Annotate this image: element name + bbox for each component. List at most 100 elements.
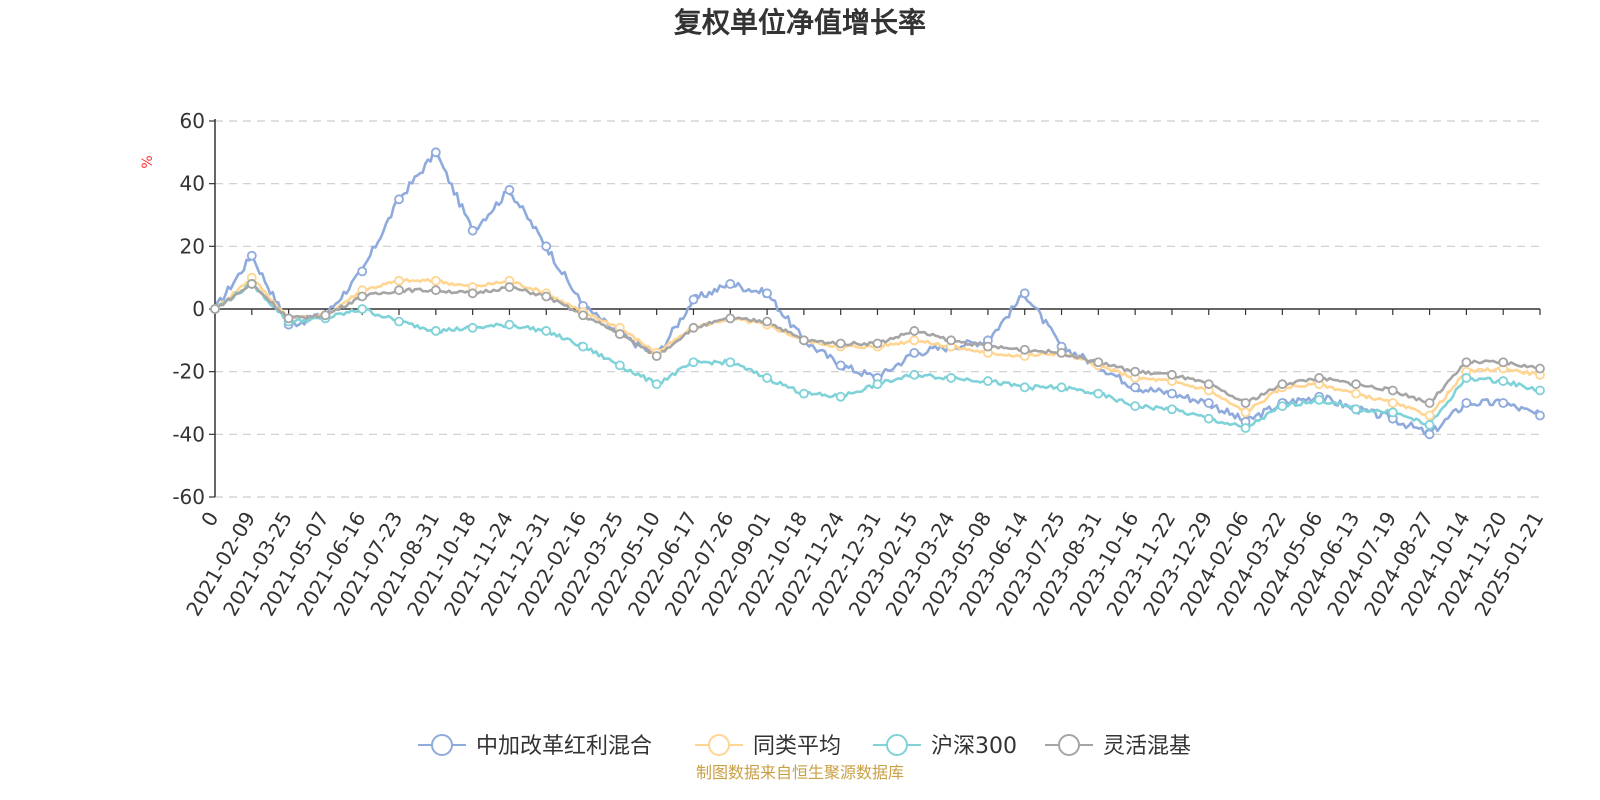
data-point [762,373,772,383]
data-point [394,316,404,327]
data-point [835,338,846,349]
data-point [1314,373,1325,383]
legend-item[interactable]: 同类平均 [695,734,841,759]
data-point [835,360,846,371]
legend[interactable]: 中加改革红利混合 同类平均 沪深300 灵活混基 [418,734,1191,759]
data-point [1167,404,1177,415]
data-point [1498,376,1509,386]
data-point [541,241,552,252]
data-point [541,326,552,336]
data-point [1461,398,1472,408]
series-line [213,150,1542,436]
gridlines [215,120,1540,498]
data-point [725,357,736,368]
data-point [1314,394,1325,405]
series-line [214,282,1541,428]
data-point [1387,398,1398,408]
data-point [688,322,699,333]
y-tick-label: -20 [172,360,205,384]
data-point [1240,407,1251,418]
data-point [430,147,441,158]
data-point [1424,429,1435,440]
data-point [1093,388,1104,399]
data-point [1498,357,1509,368]
data-point [504,185,515,195]
legend-marker [708,734,730,756]
legend-label: 中加改革红利混合 [476,734,652,759]
data-point [1277,379,1288,390]
data-point [614,329,625,339]
data-point [394,275,404,286]
data-point [283,313,294,324]
legend-marker [431,734,453,756]
data-point [1351,404,1361,415]
data-point [246,279,257,289]
data-point [1498,398,1509,408]
data-point [909,347,920,358]
axes: 6040200-20-40-6002021-02-092021-03-25202… [172,109,1548,620]
data-point [357,291,368,302]
data-point [504,319,515,330]
data-point [909,326,920,336]
y-axis-unit-label: % [140,155,156,168]
data-point [357,304,368,314]
data-point [210,304,220,314]
data-point [946,335,957,346]
data-point [983,341,993,352]
data-point [651,351,662,361]
data-point [835,391,846,402]
data-point [762,288,772,299]
legend-item[interactable]: 沪深300 [873,734,1017,759]
data-point [1535,410,1545,421]
data-point [1019,288,1030,299]
data-point [578,341,588,352]
data-point [467,288,478,299]
data-point [1535,363,1545,374]
y-tick-label: 0 [192,297,205,321]
data-point [1387,385,1398,396]
data-source-note: 制图数据来自恒生聚源数据库 [696,763,904,782]
data-point [1203,398,1214,408]
data-point [614,360,625,371]
data-point [1351,388,1361,399]
legend-item[interactable]: 中加改革红利混合 [418,734,652,759]
y-tick-label: 20 [180,234,205,258]
y-tick-label: -40 [172,422,205,446]
data-point [1019,344,1030,355]
legend-label: 灵活混基 [1103,734,1191,759]
y-tick-label: -60 [172,485,205,509]
data-point [1387,407,1398,418]
data-point [578,310,588,321]
data-point [541,291,552,302]
data-point [1056,347,1067,358]
data-point [430,326,441,336]
legend-label: 沪深300 [931,734,1017,759]
data-point [688,294,699,305]
data-point [1424,398,1435,408]
data-point [762,316,772,327]
data-point [1277,401,1288,412]
data-point [394,285,404,296]
data-point [320,310,331,321]
legend-item[interactable]: 灵活混基 [1045,734,1191,759]
data-point [1424,420,1435,430]
data-point [430,275,441,286]
data-point [946,373,957,383]
data-point [983,376,993,386]
data-point [1167,388,1177,399]
data-point [1461,357,1472,368]
y-tick-label: 40 [180,172,205,196]
x-tick-label: 0 [196,508,223,531]
data-point [1130,401,1141,412]
data-point [467,322,478,333]
data-point [872,379,883,390]
legend-label: 同类平均 [753,734,841,759]
data-point [1130,366,1141,377]
data-point [1424,410,1435,421]
data-point [1535,385,1545,396]
data-point [246,250,257,261]
data-point [430,285,441,296]
data-point [1093,357,1104,368]
data-point [1240,423,1251,433]
